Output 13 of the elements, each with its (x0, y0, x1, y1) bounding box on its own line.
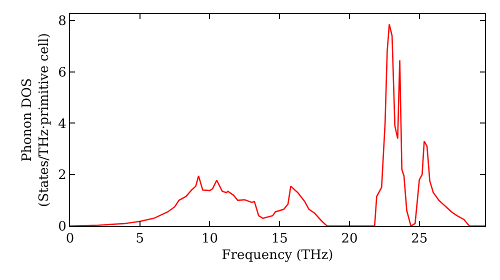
y-tick-label: 0 (58, 220, 66, 235)
x-tick-label: 5 (136, 232, 144, 247)
y-tick-label: 6 (58, 65, 66, 80)
x-tick-label: 15 (271, 232, 288, 247)
y-tick-label: 8 (58, 14, 66, 29)
line-series (70, 24, 485, 226)
x-axis-title: Frequency (THz) (222, 248, 334, 264)
x-tick-label: 20 (341, 232, 358, 247)
y-tick-label: 4 (58, 116, 66, 132)
y-tick-label: 2 (58, 168, 66, 184)
x-tick-label: 10 (201, 232, 218, 247)
y-axis-title: Phonon DOS (States/THz·primitive cell) (20, 32, 52, 208)
x-tick-label: 25 (411, 232, 428, 247)
